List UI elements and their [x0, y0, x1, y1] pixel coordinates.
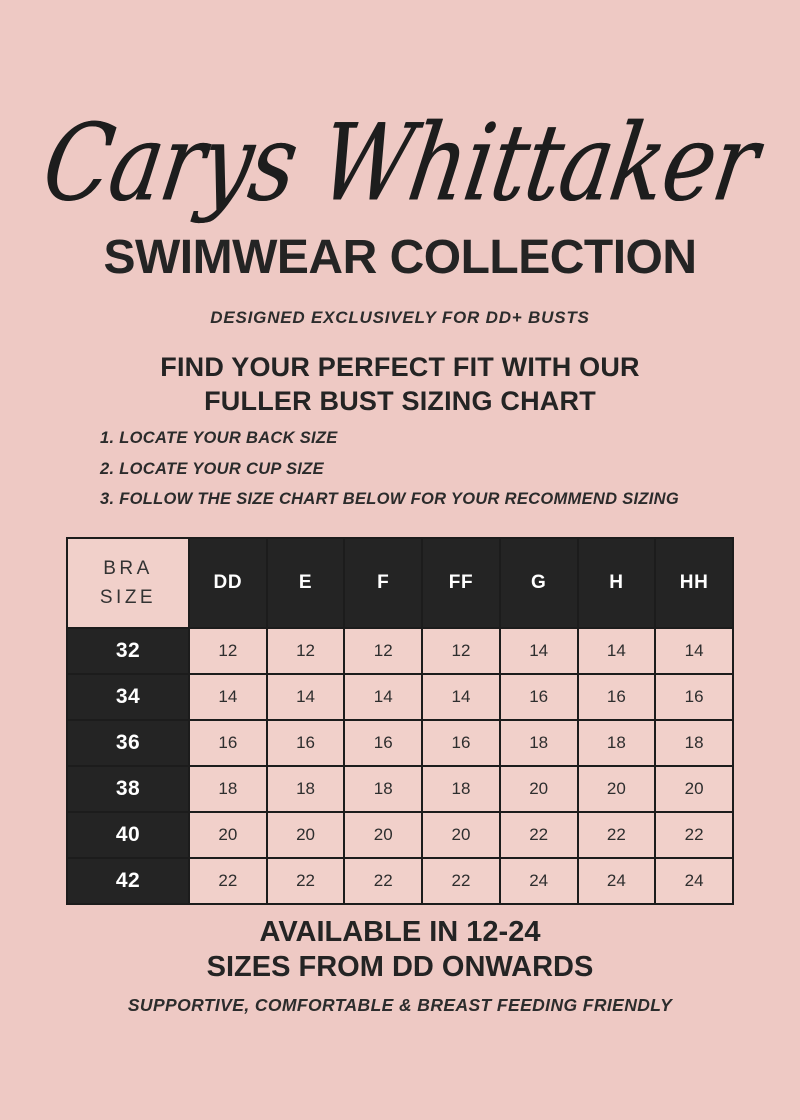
cell-38-ff: 18: [421, 765, 501, 813]
cell-34-ff: 14: [421, 673, 501, 721]
headline: FIND YOUR PERFECT FIT WITH OUR FULLER BU…: [0, 350, 800, 418]
cell-38-hh: 20: [654, 765, 734, 813]
cell-34-e: 14: [265, 673, 346, 721]
table-row: 36 16 16 16 16 18 18 18: [66, 719, 734, 767]
table-row: 40 20 20 20 20 22 22 22: [66, 811, 734, 859]
cell-40-hh: 22: [654, 811, 734, 859]
table-row: 42 22 22 22 22 24 24 24: [66, 857, 734, 905]
column-header-hh: HH: [654, 537, 734, 629]
column-header-f: F: [343, 537, 424, 629]
cell-40-g: 22: [498, 811, 579, 859]
cell-40-e: 20: [265, 811, 346, 859]
column-header-ff: FF: [421, 537, 501, 629]
cell-36-dd: 16: [188, 719, 268, 767]
row-label-36: 36: [66, 719, 190, 767]
cell-42-hh: 24: [654, 857, 734, 905]
step-item: 1. LOCATE YOUR BACK SIZE: [100, 429, 338, 447]
availability-note: AVAILABLE IN 12-24 SIZES FROM DD ONWARDS: [0, 915, 800, 986]
corner-label-line-2: SIZE: [99, 587, 157, 608]
cell-32-ff: 12: [421, 627, 501, 675]
table-header: BRA SIZE DD E F FF G H HH: [66, 537, 734, 629]
cell-38-e: 18: [265, 765, 346, 813]
row-label-34: 34: [66, 673, 190, 721]
cell-42-ff: 22: [421, 857, 501, 905]
cell-38-f: 18: [343, 765, 424, 813]
table-body: 32 12 12 12 12 14 14 14 34 14 14 14 14 1…: [66, 627, 734, 905]
headline-line-2: FULLER BUST SIZING CHART: [204, 386, 596, 417]
cell-42-e: 22: [265, 857, 346, 905]
brand-signature: Carys Whittaker: [0, 96, 800, 231]
cell-40-f: 20: [343, 811, 424, 859]
table-header-row: BRA SIZE DD E F FF G H HH: [66, 537, 734, 629]
brand-signature-text: Carys Whittaker: [35, 100, 766, 225]
cell-32-h: 14: [576, 627, 657, 675]
cell-40-dd: 20: [188, 811, 268, 859]
cell-36-h: 18: [576, 719, 657, 767]
cell-36-ff: 16: [421, 719, 501, 767]
availability-line-1: AVAILABLE IN 12-24: [259, 916, 541, 948]
table-row: 32 12 12 12 12 14 14 14: [66, 627, 734, 675]
cell-32-f: 12: [343, 627, 424, 675]
column-header-dd: DD: [188, 537, 268, 629]
cell-42-f: 22: [343, 857, 424, 905]
cell-38-dd: 18: [188, 765, 268, 813]
column-header-e: E: [265, 537, 346, 629]
cell-38-h: 20: [576, 765, 657, 813]
bra-size-table: BRA SIZE DD E F FF G H HH 32 12 12 12 12…: [66, 537, 734, 905]
availability-line-2: SIZES FROM DD ONWARDS: [206, 951, 594, 984]
headline-line-1: FIND YOUR PERFECT FIT WITH OUR: [160, 352, 640, 382]
brand-tagline: DESIGNED EXCLUSIVELY FOR DD+ BUSTS: [210, 308, 590, 327]
cell-32-g: 14: [498, 627, 579, 675]
column-header-h: H: [576, 537, 657, 629]
features-note: SUPPORTIVE, COMFORTABLE & BREAST FEEDING…: [127, 995, 673, 1015]
step-item: 2. LOCATE YOUR CUP SIZE: [100, 459, 324, 478]
step-item: 3. FOLLOW THE SIZE CHART BELOW FOR YOUR …: [100, 490, 680, 508]
cell-38-g: 20: [498, 765, 579, 813]
cell-34-f: 14: [343, 673, 424, 721]
table-corner-label: BRA SIZE: [66, 537, 190, 629]
corner-label-line-1: BRA: [103, 557, 153, 579]
cell-34-dd: 14: [188, 673, 268, 721]
cell-40-ff: 20: [421, 811, 501, 859]
cell-34-hh: 16: [654, 673, 734, 721]
cell-42-h: 24: [576, 857, 657, 905]
collection-title: SWIMWEAR COLLECTION: [103, 231, 697, 284]
row-label-40: 40: [66, 811, 190, 859]
cell-34-g: 16: [498, 673, 579, 721]
cell-42-g: 24: [498, 857, 579, 905]
column-header-g: G: [498, 537, 579, 629]
cell-34-h: 16: [576, 673, 657, 721]
table-row: 38 18 18 18 18 20 20 20: [66, 765, 734, 813]
cell-32-e: 12: [265, 627, 346, 675]
cell-36-hh: 18: [654, 719, 734, 767]
cell-32-hh: 14: [654, 627, 734, 675]
cell-36-e: 16: [265, 719, 346, 767]
row-label-32: 32: [66, 627, 190, 675]
instruction-steps: 1. LOCATE YOUR BACK SIZE 2. LOCATE YOUR …: [100, 430, 740, 522]
cell-36-g: 18: [498, 719, 579, 767]
cell-32-dd: 12: [188, 627, 268, 675]
row-label-38: 38: [66, 765, 190, 813]
cell-36-f: 16: [343, 719, 424, 767]
cell-42-dd: 22: [188, 857, 268, 905]
table-row: 34 14 14 14 14 16 16 16: [66, 673, 734, 721]
row-label-42: 42: [66, 857, 190, 905]
cell-40-h: 22: [576, 811, 657, 859]
